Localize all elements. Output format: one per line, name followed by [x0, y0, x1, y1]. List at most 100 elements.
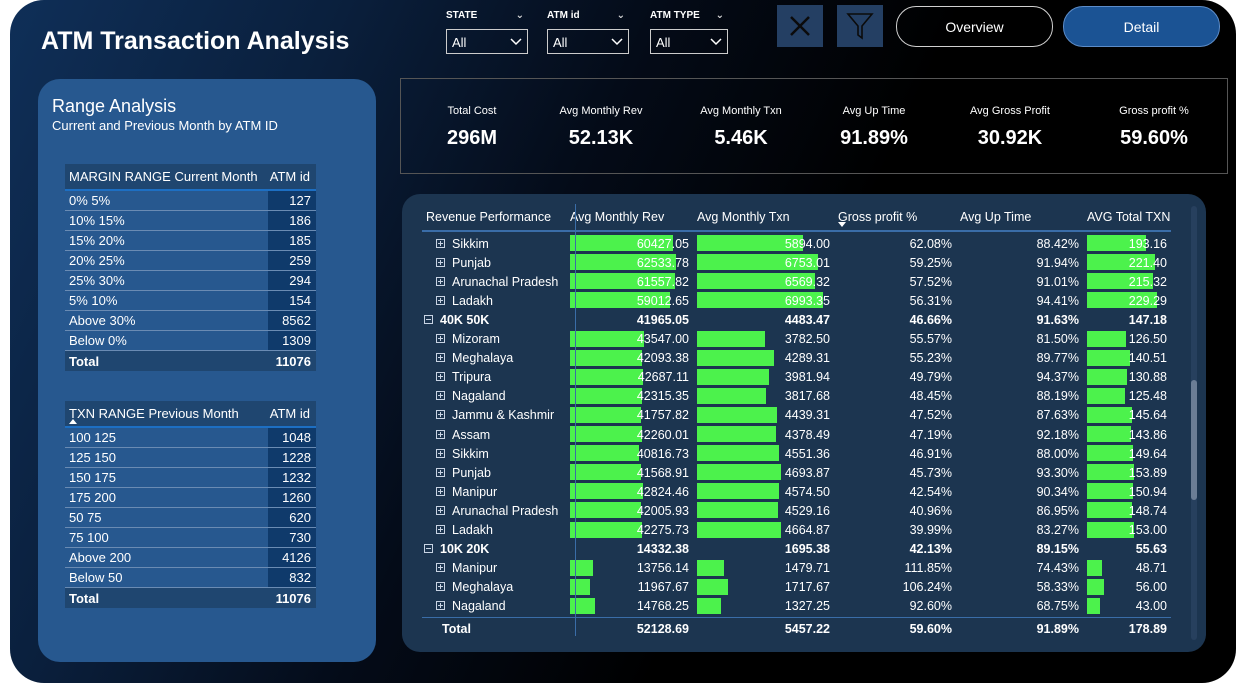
matrix-row[interactable]: Punjab 41568.91 4693.87 45.73% 93.30% 153.89 — [422, 463, 1171, 482]
table-row[interactable]: 125 150 1228 — [65, 448, 316, 468]
matrix-row[interactable]: Sikkim 60427.05 5894.00 62.08% 88.42% 193.16 — [422, 234, 1171, 253]
table-total-row: Total 11076 — [65, 351, 316, 371]
expand-icon[interactable] — [436, 582, 445, 592]
rev-bar — [570, 483, 643, 500]
atm-count: 1309 — [268, 331, 316, 350]
row-label-wrap: Manipur — [422, 561, 497, 575]
table-row[interactable]: 100 125 1048 — [65, 428, 316, 448]
expand-icon[interactable] — [436, 295, 445, 305]
state-dropdown-value: All — [452, 35, 467, 50]
table-row[interactable]: Below 50 832 — [65, 568, 316, 588]
total-txn-bar — [1087, 330, 1126, 347]
expand-icon[interactable] — [436, 467, 445, 477]
matrix-row[interactable]: Tripura 42687.11 3981.94 49.79% 94.37% 130.88 — [422, 368, 1171, 387]
table-row[interactable]: Below 0% 1309 — [65, 331, 316, 351]
chevron-down-icon[interactable]: ⌄ — [715, 10, 724, 21]
matrix-row[interactable]: Ladakh 42275.73 4664.87 39.99% 83.27% 153.00 — [422, 521, 1171, 540]
rev-bar — [570, 330, 644, 347]
expand-icon[interactable] — [436, 505, 445, 515]
matrix-row[interactable]: Nagaland 14768.25 1327.25 92.60% 68.75% 43.00 — [422, 597, 1171, 616]
row-label: Mizoram — [452, 332, 500, 346]
expand-icon[interactable] — [436, 238, 445, 248]
column-header-avg-total-txn[interactable]: AVG Total TXN — [1087, 210, 1171, 224]
state-dropdown[interactable]: All — [446, 29, 528, 54]
column-header-margin-range[interactable]: MARGIN RANGE Current Month — [69, 169, 258, 184]
column-header-avg-monthly-rev[interactable]: Avg Monthly Rev — [570, 210, 665, 224]
matrix-row[interactable]: Mizoram 43547.00 3782.50 55.57% 81.50% 126.50 — [422, 330, 1171, 349]
row-label: Ladakh — [452, 523, 494, 537]
txn-bar — [697, 578, 728, 595]
table-row[interactable]: 25% 30% 294 — [65, 271, 316, 291]
overview-button[interactable]: Overview — [896, 6, 1053, 47]
table-row[interactable]: 150 175 1232 — [65, 468, 316, 488]
matrix-group-row[interactable]: 10K 20K 14332.38 1695.38 42.13% 89.15% 55.63 — [422, 540, 1171, 559]
atm-id-dropdown[interactable]: All — [547, 29, 629, 54]
matrix-row[interactable]: Meghalaya 11967.67 1717.67 106.24% 58.33% 56.… — [422, 578, 1171, 597]
column-header-gross-profit-pct[interactable]: Gross profit % — [834, 204, 956, 230]
avg-total-txn: 215.32 — [1128, 274, 1167, 289]
expand-icon[interactable] — [436, 391, 445, 401]
txn-bar — [697, 597, 721, 614]
column-header-atm-id[interactable]: ATM id — [269, 406, 310, 421]
expand-icon[interactable] — [436, 353, 445, 363]
rev-bar — [570, 235, 673, 251]
matrix-row[interactable]: Arunachal Pradesh 61557.82 6569.32 57.52% 91… — [422, 272, 1171, 291]
matrix-row[interactable]: Meghalaya 42093.38 4289.31 55.23% 89.77% 140.… — [422, 349, 1171, 368]
expand-icon[interactable] — [436, 429, 445, 439]
scrollbar-thumb[interactable] — [1191, 380, 1197, 500]
total-txn-bar — [1087, 292, 1157, 309]
column-header-avg-monthly-txn[interactable]: Avg Monthly Txn — [697, 210, 790, 224]
matrix-row[interactable]: Manipur 13756.14 1479.71 111.85% 74.43% 48.71 — [422, 559, 1171, 578]
table-row[interactable]: 50 75 620 — [65, 508, 316, 528]
table-row[interactable]: 75 100 730 — [65, 528, 316, 548]
txn-bar — [697, 502, 779, 519]
atm-type-dropdown[interactable]: All — [650, 29, 728, 54]
expand-icon[interactable] — [436, 334, 445, 343]
table-row[interactable]: 10% 15% 186 — [65, 211, 316, 231]
gross-profit-pct: 46.91% — [909, 446, 952, 461]
matrix-scrollbar[interactable] — [1191, 206, 1197, 640]
matrix-row[interactable]: Assam 42260.01 4378.49 47.19% 92.18% 143.86 — [422, 425, 1171, 444]
detail-button[interactable]: Detail — [1063, 6, 1220, 47]
matrix-row[interactable]: Manipur 42824.46 4574.50 42.54% 90.34% 150.94 — [422, 482, 1171, 501]
gross-profit-pct: 48.45% — [909, 389, 952, 404]
table-row[interactable]: 175 200 1260 — [65, 488, 316, 508]
table-row[interactable]: Above 200 4126 — [65, 548, 316, 568]
matrix-group-row[interactable]: 40K 50K 41965.05 4483.47 46.66% 91.63% 147.18 — [422, 310, 1171, 329]
expand-icon[interactable] — [436, 448, 445, 458]
chevron-down-icon[interactable]: ⌄ — [515, 10, 524, 21]
matrix-row[interactable]: Arunachal Pradesh 42005.93 4529.16 40.96% 86… — [422, 501, 1171, 520]
expand-icon[interactable] — [436, 486, 445, 496]
expand-icon[interactable] — [436, 525, 445, 534]
gross-profit-pct: 92.60% — [909, 599, 952, 614]
column-header-txn-range[interactable]: TXN RANGE Previous Month — [69, 406, 239, 421]
txn-bar — [697, 273, 816, 290]
column-header-avg-up-time[interactable]: Avg Up Time — [960, 210, 1032, 224]
matrix-row[interactable]: Sikkim 40816.73 4551.36 46.91% 88.00% 149.64 — [422, 444, 1171, 463]
table-row[interactable]: 15% 20% 185 — [65, 231, 316, 251]
filter-pane-button[interactable] — [837, 5, 883, 47]
expand-icon[interactable] — [436, 257, 445, 267]
column-header-atm-id[interactable]: ATM id — [269, 169, 310, 184]
expand-icon[interactable] — [436, 410, 445, 420]
matrix-row[interactable]: Nagaland 42315.35 3817.68 48.45% 88.19% 125.4… — [422, 387, 1171, 406]
column-header-revenue-performance[interactable]: Revenue Performance — [426, 210, 552, 224]
table-row[interactable]: 20% 25% 259 — [65, 251, 316, 271]
table-row[interactable]: 5% 10% 154 — [65, 291, 316, 311]
range-label: 0% 5% — [69, 193, 111, 208]
matrix-row[interactable]: Jammu & Kashmir 41757.82 4439.31 47.52% 87.6… — [422, 406, 1171, 425]
expand-icon[interactable] — [436, 563, 445, 573]
collapse-icon[interactable] — [424, 314, 433, 324]
table-row[interactable]: Above 30% 8562 — [65, 311, 316, 331]
chevron-down-icon[interactable]: ⌄ — [616, 10, 625, 21]
table-row[interactable]: 0% 5% 127 — [65, 191, 316, 211]
matrix-row[interactable]: Punjab 62533.78 6753.01 59.25% 91.94% 221.40 — [422, 253, 1171, 272]
expand-icon[interactable] — [436, 276, 445, 286]
clear-filters-button[interactable] — [777, 5, 823, 47]
expand-icon[interactable] — [436, 601, 445, 611]
matrix-row[interactable]: Ladakh 59012.65 6993.35 56.31% 94.41% 229.29 — [422, 291, 1171, 310]
range-label: 25% 30% — [69, 273, 125, 288]
expand-icon[interactable] — [436, 372, 445, 382]
collapse-icon[interactable] — [424, 544, 433, 554]
rev-bar — [570, 578, 591, 595]
